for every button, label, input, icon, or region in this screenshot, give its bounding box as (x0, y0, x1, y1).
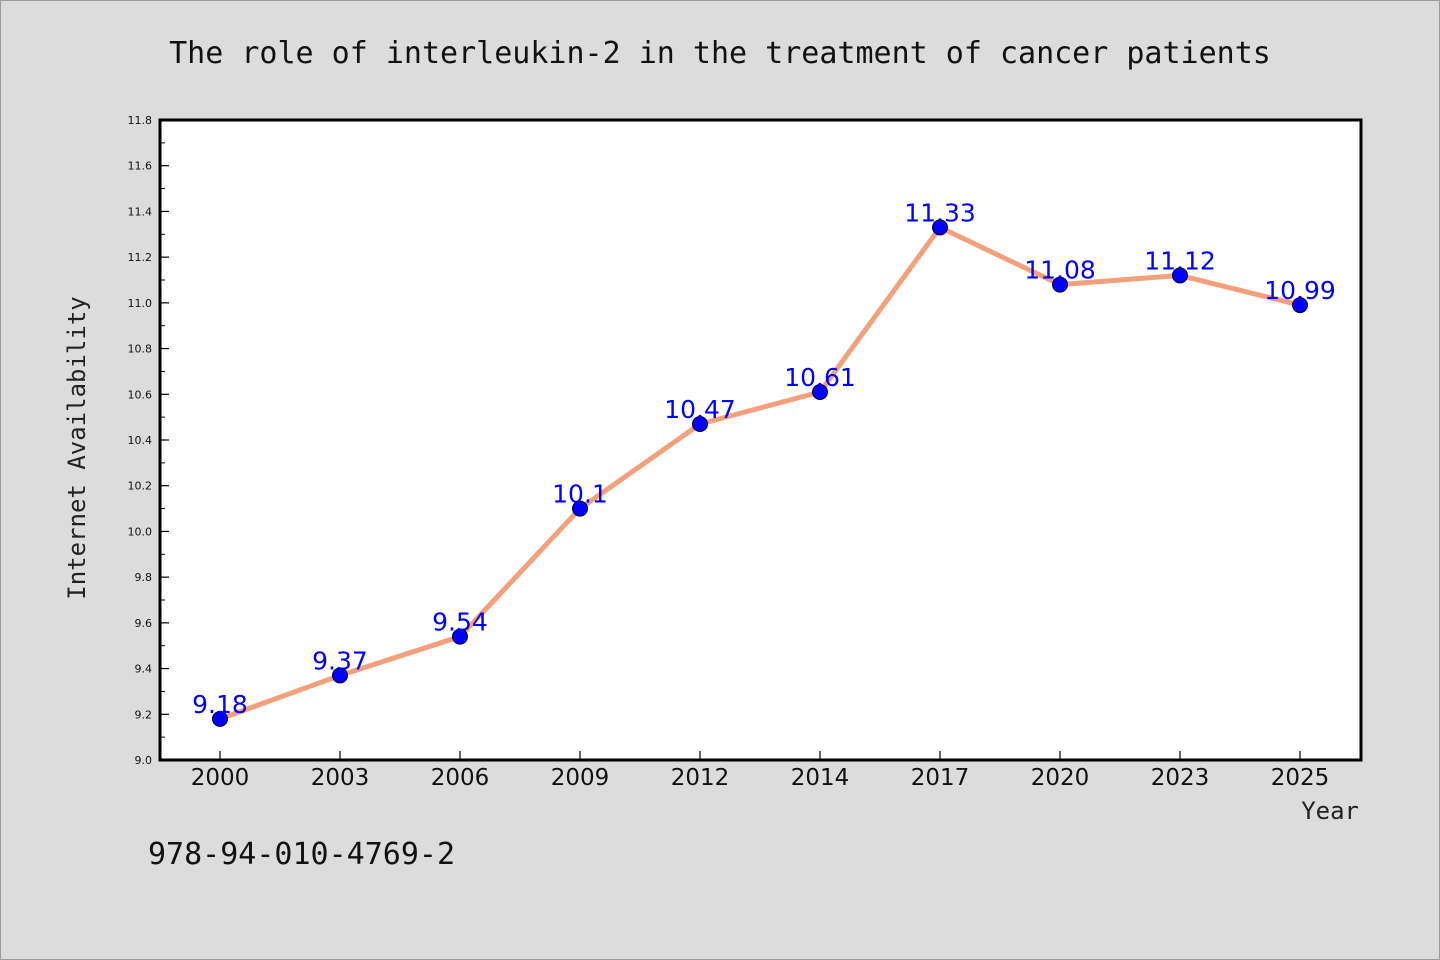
x-tick-label: 2000 (191, 765, 250, 791)
y-tick-label: 10.6 (128, 388, 153, 401)
y-tick-label: 11.8 (128, 114, 153, 127)
y-tick-label: 9.2 (135, 708, 153, 721)
data-point (212, 710, 228, 727)
data-label: 10.1 (552, 480, 608, 509)
plot-area (158, 118, 1363, 762)
chart-title: The role of interleukin-2 in the treatme… (169, 36, 1271, 71)
data-label: 11.33 (904, 198, 976, 227)
x-tick-label: 2014 (791, 765, 850, 791)
data-point (1052, 276, 1068, 293)
x-tick-label: 2009 (551, 765, 610, 791)
y-tick-label: 11.4 (128, 205, 153, 218)
y-tick-label: 10.8 (128, 343, 153, 356)
data-point (812, 384, 828, 400)
data-point (452, 628, 468, 645)
x-tick-label: 2012 (671, 765, 730, 791)
data-point (1172, 267, 1188, 284)
y-axis-label: Internet Availability (63, 296, 91, 599)
data-label: 9.54 (432, 608, 488, 637)
data-label: 10.99 (1264, 276, 1336, 305)
y-axis: 9.0 9.2 9.4 9.6 9.8 10.0 10.2 10.4 10.6 10.8 11.0 1… (128, 114, 169, 767)
x-tick-label: 2006 (431, 765, 490, 791)
data-point (332, 667, 348, 684)
isbn-text: 978-94-010-4769-2 (148, 837, 455, 872)
x-axis-label: Year (1301, 797, 1359, 825)
y-tick-label: 11.0 (128, 297, 153, 310)
y-tick-label: 10.0 (128, 525, 153, 538)
x-tick-label: 2017 (911, 765, 970, 791)
y-tick-label: 10.2 (128, 480, 153, 493)
y-tick-label: 9.6 (135, 617, 153, 630)
x-tick-label: 2003 (311, 765, 370, 791)
data-point (1292, 297, 1308, 314)
data-label: 11.12 (1144, 246, 1216, 275)
x-tick-label: 2025 (1271, 765, 1330, 791)
y-tick-label: 9.8 (135, 571, 153, 584)
data-point (692, 416, 708, 432)
data-point (572, 500, 588, 517)
data-label: 10.47 (664, 395, 736, 424)
y-tick-label: 10.4 (128, 434, 153, 447)
x-tick-label: 2023 (1151, 765, 1210, 791)
y-tick-label: 9.0 (135, 754, 153, 767)
data-label: 9.37 (312, 646, 368, 675)
x-tick-label: 2020 (1031, 765, 1090, 791)
y-tick-label: 11.6 (128, 160, 153, 173)
data-label: 10.61 (784, 363, 856, 392)
series-line (219, 224, 1301, 722)
data-label: 11.08 (1024, 256, 1096, 285)
y-tick-label: 11.2 (128, 251, 153, 264)
y-tick-label: 9.4 (135, 663, 153, 676)
data-label: 9.18 (192, 690, 248, 719)
data-point (932, 219, 948, 236)
x-axis: 2000 2003 2006 2009 2012 2014 2017 2020 2023 2025 (191, 751, 1330, 791)
data-labels: 9.18 9.37 9.54 10.1 10.47 10.61 11.33 11.08 11.1… (192, 198, 1336, 718)
data-markers (212, 219, 1308, 727)
